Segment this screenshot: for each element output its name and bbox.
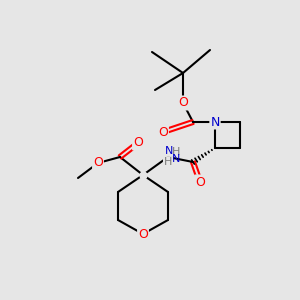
Text: O: O [138, 227, 148, 241]
Text: N: N [172, 154, 180, 164]
Text: O: O [195, 176, 205, 188]
Text: O: O [178, 97, 188, 110]
Text: O: O [93, 157, 103, 169]
Text: N: N [165, 146, 173, 156]
Text: H: H [164, 157, 172, 167]
Text: N: N [210, 116, 220, 128]
Text: H: H [172, 147, 180, 157]
Text: O: O [158, 125, 168, 139]
Text: O: O [133, 136, 143, 149]
